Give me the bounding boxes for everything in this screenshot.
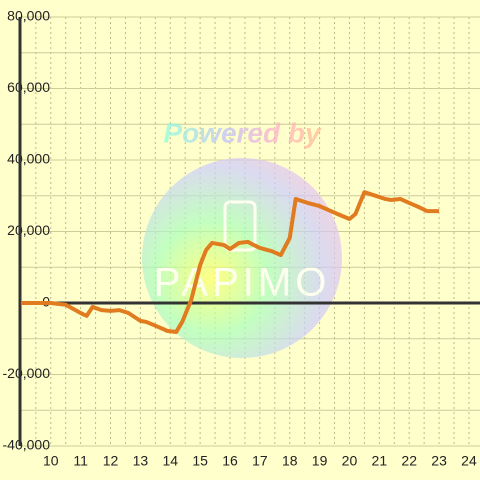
y-tick-label: 40,000 <box>7 151 50 167</box>
x-tick-label: 13 <box>133 453 149 469</box>
y-tick-label: 20,000 <box>7 222 50 238</box>
plot: -40,000-20,000020,00040,00060,00080,0001… <box>3 8 480 469</box>
x-tick-label: 11 <box>73 453 88 469</box>
data-line <box>20 190 440 334</box>
x-tick-label: 10 <box>43 453 59 469</box>
x-tick-label: 22 <box>401 453 417 469</box>
grid <box>20 16 480 447</box>
watermark: Powered by PAPIMO <box>142 117 342 358</box>
y-tick-label: 80,000 <box>7 8 50 24</box>
x-tick-label: 24 <box>461 453 477 469</box>
x-tick-label: 17 <box>252 453 268 469</box>
x-tick-label: 19 <box>312 453 328 469</box>
y-tick-label: -20,000 <box>3 365 51 381</box>
x-tick-label: 16 <box>222 453 238 469</box>
watermark-icon <box>223 200 257 252</box>
x-tick-label: 15 <box>192 453 208 469</box>
x-tick-label: 20 <box>342 453 358 469</box>
x-tick-label: 12 <box>103 453 119 469</box>
y-tick-label: -40,000 <box>3 437 51 453</box>
watermark-circle <box>142 158 342 358</box>
x-tick-label: 23 <box>431 453 447 469</box>
y-tick-label: 60,000 <box>7 79 50 95</box>
watermark-logo: PAPIMO <box>154 261 331 305</box>
x-tick-label: 18 <box>282 453 298 469</box>
x-tick-label: 14 <box>162 453 178 469</box>
x-tick-label: 21 <box>372 453 388 469</box>
watermark-text: Powered by <box>163 117 322 148</box>
